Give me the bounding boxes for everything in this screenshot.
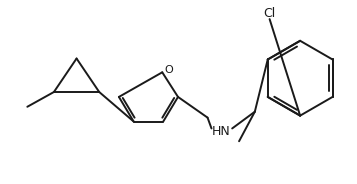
Text: O: O <box>165 65 174 75</box>
Text: HN: HN <box>212 125 231 138</box>
Text: Cl: Cl <box>263 7 276 20</box>
